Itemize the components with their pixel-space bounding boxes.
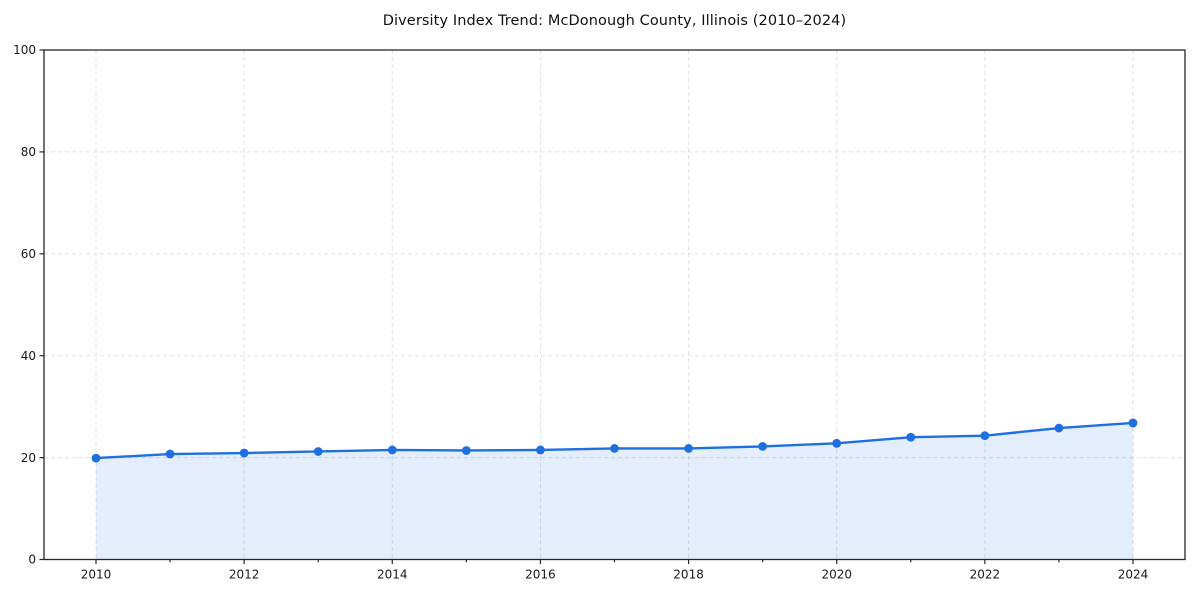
data-point — [387, 445, 397, 455]
x-tick-label: 2022 — [970, 568, 1001, 582]
data-point — [313, 447, 323, 456]
data-point — [1128, 418, 1138, 428]
x-tick-label: 2012 — [229, 568, 260, 582]
data-point — [684, 444, 693, 453]
data-point — [980, 431, 990, 441]
y-tick-label: 100 — [13, 43, 36, 57]
x-tick-label: 2016 — [525, 568, 556, 582]
x-tick-label: 2020 — [821, 568, 852, 582]
data-point — [610, 444, 619, 453]
data-point — [91, 453, 101, 463]
data-point — [758, 441, 768, 451]
y-tick-label: 40 — [21, 349, 36, 363]
data-point — [536, 445, 545, 455]
data-point — [165, 449, 175, 459]
x-tick-label: 2014 — [377, 568, 408, 582]
y-tick-label: 60 — [21, 247, 36, 261]
data-point — [832, 438, 842, 448]
y-tick-label: 80 — [21, 145, 36, 159]
x-tick-label: 2024 — [1118, 568, 1149, 582]
x-tick-label: 2010 — [81, 568, 112, 582]
data-point — [906, 432, 916, 442]
area-fill — [96, 422, 1133, 560]
y-tick-label: 20 — [21, 451, 36, 465]
data-point — [461, 446, 471, 455]
x-tick-label: 2018 — [673, 568, 704, 582]
y-tick-label: 0 — [28, 553, 36, 567]
data-point — [239, 448, 249, 458]
chart-title: Diversity Index Trend: McDonough County,… — [382, 13, 847, 29]
data-point — [1054, 423, 1064, 433]
